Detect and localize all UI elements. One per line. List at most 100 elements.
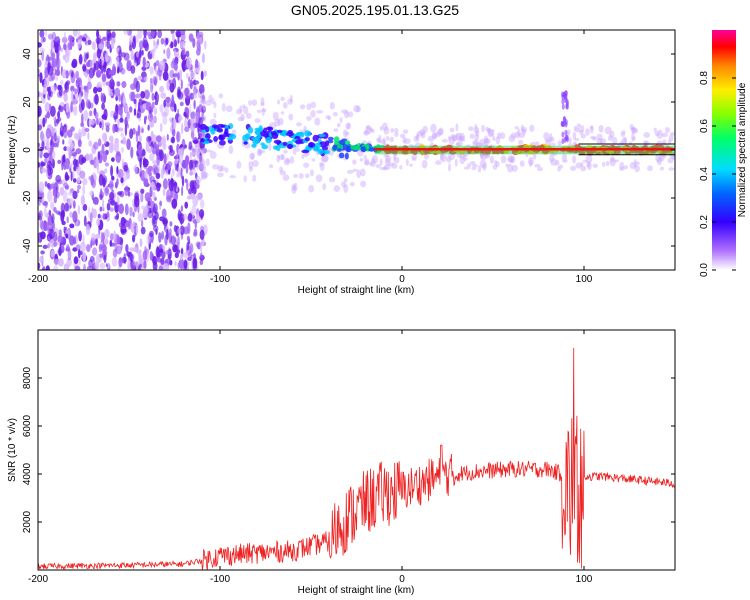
colorbar-tick-label: 0.8 [699,71,710,85]
noise-blob [65,49,71,57]
halo-blob [661,132,669,138]
noise-blob [68,163,73,169]
noise-blob [104,168,108,174]
halo-blob [347,111,354,118]
noise-blob [42,244,48,249]
noise-blob [97,87,102,93]
noise-blob [45,30,48,37]
noise-blob [200,199,205,209]
halo-blob [534,163,541,168]
noise-blob [70,126,75,132]
noise-blob [63,31,67,39]
noise-blob [176,130,179,143]
noise-blob [196,48,201,56]
halo-blob [291,185,297,194]
noise-blob [83,215,87,227]
halo-blob [472,163,478,168]
noise-blob [162,116,168,125]
halo-blob [375,164,382,168]
halo-blob [199,100,207,105]
noise-blob [53,265,59,270]
noise-blob [107,32,113,38]
noise-blob [201,105,206,114]
halo-blob [468,126,474,132]
noise-blob [193,231,198,237]
noise-blob [73,256,79,265]
halo-blob [669,132,675,136]
noise-blob [163,263,170,270]
noise-blob [177,91,184,100]
noise-blob [80,122,85,128]
halo-blob [486,127,492,133]
noise-blob [71,89,74,102]
noise-blob [82,203,88,212]
halo-blob [568,137,572,144]
noise-blob [86,244,91,253]
halo-blob [341,181,347,188]
halo-blob [549,133,553,142]
noise-blob [42,117,46,128]
noise-blob [44,101,50,113]
halo-blob [491,136,496,141]
noise-blob [137,75,143,81]
noise-blob [127,257,131,269]
halo-blob [341,109,348,114]
ridge-blob [282,141,288,146]
noise-blob [170,106,175,111]
noise-blob [98,43,104,50]
noise-blob [193,139,199,144]
halo-blob [390,128,395,133]
halo-blob [529,124,535,132]
halo-blob [364,160,369,166]
noise-blob [38,145,41,157]
noise-blob [147,210,154,219]
noise-blob [175,30,182,38]
halo-blob [459,156,466,165]
noise-blob [186,235,190,242]
noise-blob [181,175,185,187]
noise-blob [49,105,56,117]
noise-blob [153,107,158,115]
halo-blob [599,138,607,144]
noise-blob [73,236,76,245]
noise-blob [149,153,155,162]
noise-blob [179,253,184,261]
halo-blob [378,134,382,141]
halo-blob [236,160,242,169]
noise-blob [199,209,205,219]
halo-blob [495,161,500,168]
noise-blob [124,203,129,216]
halo-blob [384,157,391,167]
halo-blob [285,158,290,164]
halo-blob [543,132,550,141]
halo-blob [308,184,315,193]
noise-blob [39,72,43,84]
halo-blob [521,126,527,133]
halo-blob [579,162,584,167]
noise-blob [97,213,101,219]
halo-blob [455,123,459,132]
noise-blob [61,154,66,166]
noise-blob [148,112,154,123]
ridge-blob [365,143,370,150]
halo-blob [668,134,674,142]
noise-blob [139,165,142,176]
halo-blob [416,133,420,140]
noise-blob [46,182,51,189]
noise-blob [121,158,124,166]
halo-blob [654,130,660,136]
noise-blob [177,249,181,254]
ridge-blob [266,126,272,131]
noise-blob [48,103,52,112]
noise-blob [116,195,120,206]
noise-blob [86,81,92,90]
noise-blob [72,30,78,37]
noise-blob [77,39,82,49]
noise-blob [93,141,99,150]
noise-blob [124,124,128,136]
halo-blob [411,157,417,161]
halo-blob [658,129,663,133]
halo-blob [591,136,598,141]
halo-blob [193,148,198,153]
halo-blob [311,158,316,162]
